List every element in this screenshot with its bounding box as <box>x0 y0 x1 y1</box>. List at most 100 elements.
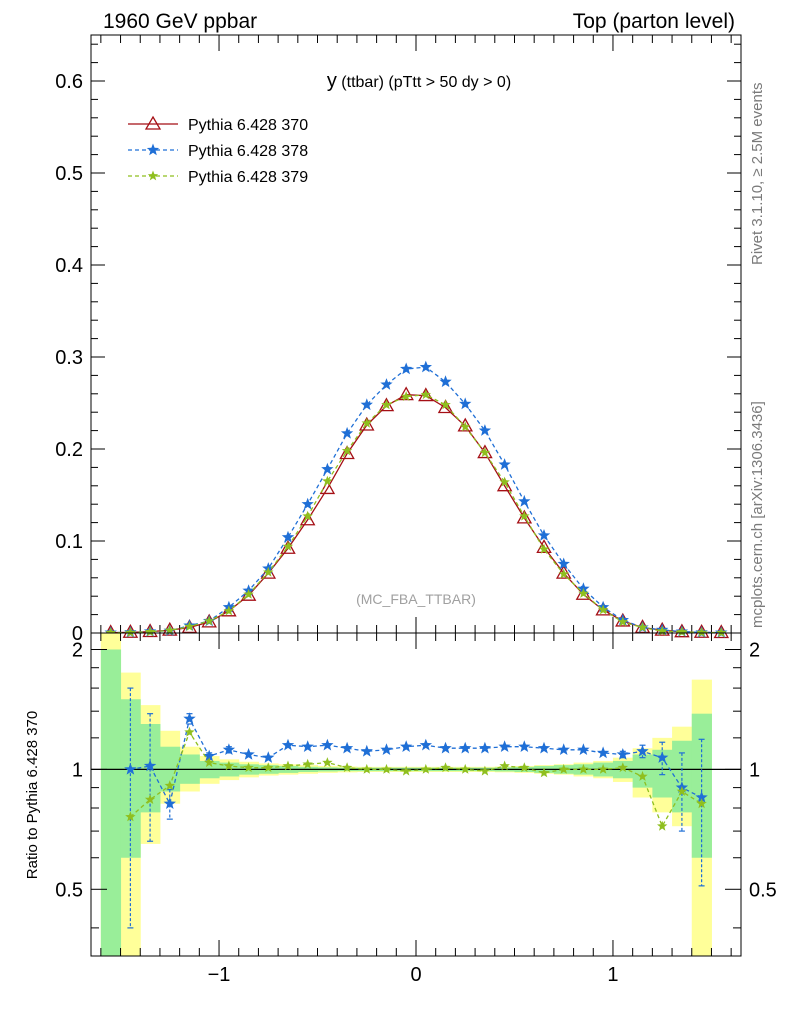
legend-label-370: Pythia 6.428 370 <box>188 117 308 134</box>
ratio-series-0-point <box>143 759 157 772</box>
ratio-series-1-point <box>282 760 294 771</box>
ratio-x-tick-label: −1 <box>208 964 231 986</box>
plot-title-main: y <box>327 70 337 92</box>
ratio-series-1-point <box>597 763 609 774</box>
legend: Pythia 6.428 370 Pythia 6.428 378 Pythia… <box>128 115 308 186</box>
ratio-series-0-point <box>262 751 275 763</box>
plot-title: y (ttbar) (pTtt > 50 dy > 0) <box>327 70 511 92</box>
ratio-series-1-point <box>558 763 569 774</box>
series-0-point <box>181 619 198 634</box>
series-1-point <box>518 494 531 507</box>
series-2-point <box>125 627 136 637</box>
ratio-series-1-point <box>400 765 412 776</box>
ratio-series-1-point <box>696 798 707 809</box>
mcplots-label: mcplots.cern.ch [arXiv:1306.3436] <box>749 401 766 628</box>
series-2-point <box>243 588 254 599</box>
ratio-series-1-point <box>657 820 668 831</box>
ratio-series-0-point <box>321 738 334 751</box>
ratio-series-0-point <box>537 741 551 754</box>
band-green-bin <box>632 754 653 788</box>
series-2-point <box>263 566 274 577</box>
ratio-series-0-point <box>380 743 393 755</box>
ratio-series-0-point <box>400 740 413 752</box>
ratio-series-0-point <box>203 749 216 762</box>
legend-marker-378 <box>146 143 160 156</box>
ratio-series-1-point <box>341 762 353 773</box>
series-0-point <box>457 417 473 432</box>
series-1-point <box>340 426 354 439</box>
ratio-series-0-point <box>163 797 176 809</box>
ratio-series-1-point <box>164 780 175 791</box>
series-2-point <box>361 417 372 428</box>
ratio-series-1-point <box>381 763 392 774</box>
series-1-point <box>498 458 511 470</box>
ratio-series-1-point <box>578 763 589 774</box>
series-2-point <box>400 391 412 401</box>
ratio-y-tick-labels: 0.5 0.5 1 1 2 2 <box>55 639 777 901</box>
main-plot-series <box>102 360 730 639</box>
ratio-series-1-point <box>302 758 313 769</box>
ratio-series-0-point <box>281 738 295 751</box>
legend-star-379-shape <box>147 170 159 181</box>
ratio-series-0-point <box>301 740 314 752</box>
ratio-plot-panel: 0.5 0.5 1 1 2 2 −1 0 1 Ratio to Pythia 6.428 37… <box>24 632 777 986</box>
ratio-series-0-point <box>498 740 511 752</box>
series-0-point <box>555 564 572 579</box>
ratio-y-tick-label-right: 0.5 <box>749 879 777 901</box>
ratio-series-1-point <box>263 762 274 773</box>
y-tick-label: 0.3 <box>55 347 83 369</box>
legend-marker-379 <box>147 170 159 181</box>
series-2-point <box>223 605 235 616</box>
ratio-series-1-point <box>223 760 235 771</box>
ratio-series-0-point <box>695 791 708 803</box>
ratio-x-tick-labels: −1 0 1 <box>208 964 619 986</box>
ratio-series-0-point <box>478 741 492 754</box>
ratio-series-1-point <box>184 726 195 737</box>
series-1-point <box>321 462 334 475</box>
series-2-point <box>519 510 530 521</box>
series-2-point <box>597 604 609 615</box>
series-2-point <box>716 627 727 638</box>
series-0-point <box>299 511 316 526</box>
series-1-point <box>301 497 314 510</box>
ratio-plot-ticks <box>91 633 741 956</box>
main-y-tick-labels: 0 0.1 0.2 0.3 0.4 0.5 0.6 <box>55 71 83 645</box>
ratio-series-1-point <box>420 763 432 774</box>
ratio-series-0-point <box>360 744 373 757</box>
ratio-series-1-point <box>538 767 550 778</box>
ratio-series-0-point <box>419 738 432 751</box>
band-green-bin <box>100 649 122 956</box>
ratio-series-0-point <box>518 740 531 752</box>
ratio-x-tick-label: 0 <box>410 964 421 986</box>
series-1-point <box>360 398 373 411</box>
ratio-series-0-point <box>636 744 649 757</box>
ratio-plot-series <box>124 687 708 929</box>
plot-title-rest: (ttbar) (pTtt > 50 dy > 0) <box>341 74 511 91</box>
series-line-2 <box>110 394 722 634</box>
legend-label-378: Pythia 6.428 378 <box>188 143 308 160</box>
legend-marker-370 <box>144 115 162 130</box>
ratio-series-0-point <box>222 743 236 755</box>
series-1-point <box>537 529 551 541</box>
ratio-series-1-point <box>440 762 451 773</box>
series-2-point <box>184 621 195 631</box>
ratio-uncertainty-bands <box>100 633 712 956</box>
series-1-point <box>400 362 413 375</box>
ratio-plot-frame <box>90 632 742 957</box>
ratio-series-1-point <box>479 765 491 776</box>
ratio-series-1-point <box>676 786 688 796</box>
series-2-point <box>204 615 215 626</box>
ratio-series-1-point <box>519 762 530 773</box>
band-green-bin <box>672 740 693 813</box>
legend-item-379: Pythia 6.428 379 <box>128 169 308 186</box>
y-tick-label: 0.1 <box>55 531 83 553</box>
ratio-series-1-point <box>125 811 136 822</box>
ratio-series-1-point <box>243 762 254 773</box>
series-2-point <box>440 399 451 410</box>
series-0-point <box>516 509 533 524</box>
series-0-point <box>280 540 296 554</box>
ratio-series-0-point <box>439 741 452 754</box>
ratio-series-1-point <box>617 762 628 773</box>
ratio-series-1-point <box>204 757 215 768</box>
